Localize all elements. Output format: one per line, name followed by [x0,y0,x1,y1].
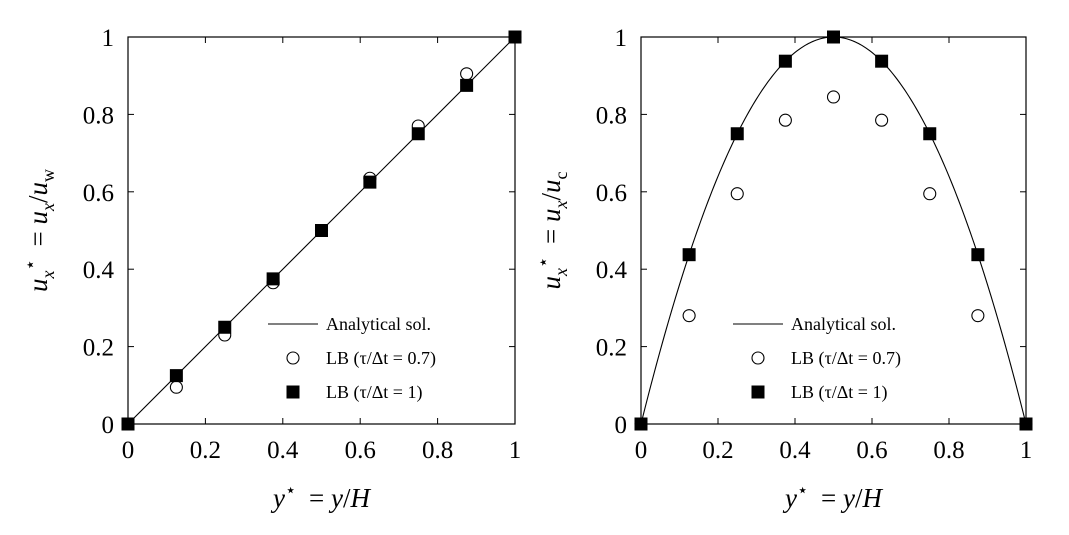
x-tick-label: 0.4 [267,437,299,464]
legend-label: LB (τ/Δt = 1) [791,382,887,403]
plot-panel-1: 0 0.2 0.4 0.6 0.8 1 0 0.2 0.4 0.6 0.8 1 y⋆ = y/H ux⋆ … [20,25,522,513]
x-tick-label: 0 [122,437,135,464]
y-tick-label: 0 [615,412,628,439]
lb-tau07-point [971,309,985,323]
lb-tau1-point [875,54,889,68]
lb-tau07-point [826,90,841,104]
x-tick-label: 0.4 [779,437,811,464]
plot-panel-2: 0 0.2 0.4 0.6 0.8 1 0 0.2 0.4 0.6 0.8 1 y⋆ = y/H ux⋆ … [533,25,1033,513]
lb-tau1-point [971,248,985,262]
x-tick-label: 0.8 [933,437,964,464]
x-tick-label: 1 [1020,437,1033,464]
legend-label: LB (τ/Δt = 0.7) [791,348,901,369]
x-tick-label: 0.6 [856,437,887,464]
series-filled-square [634,30,1033,431]
legend-square-swatch [286,385,300,399]
lb-tau07-point [923,187,937,201]
x-axis-label: y⋆ = y/H [782,480,884,513]
lb-tau07-point [875,113,889,127]
y-axis-label: ux⋆ = ux/uw [20,169,58,292]
y-tick-label: 1 [615,25,628,52]
lb-tau1-point [1019,417,1033,431]
legend-label: LB (τ/Δt = 0.7) [326,348,436,369]
lb-tau1-point [827,30,840,44]
lb-tau1-point [169,369,183,383]
lb-tau1-point [121,417,135,431]
lb-tau1-point [508,30,522,44]
lb-tau1-point [923,127,937,141]
y-tick-label: 0.8 [83,102,114,129]
x-tick-label: 1 [509,437,522,464]
lb-tau1-point [218,320,232,334]
x-axis-label: y⋆ = y/H [270,480,372,513]
x-tick-label: 0 [635,437,648,464]
y-tick-label: 0 [102,412,115,439]
lb-tau07-point [169,380,183,394]
legend-label: Analytical sol. [791,314,896,334]
y-tick-label: 1 [102,25,115,52]
legend-circle-swatch [286,351,300,365]
x-tick-label: 0.2 [702,437,733,464]
y-tick-label: 0.2 [596,335,627,362]
plot-frame [127,36,516,425]
lb-tau1-point [682,248,696,262]
x-tick-label: 0.6 [345,437,376,464]
lb-tau07-point [460,67,474,81]
y-axis-label: ux⋆ = ux/uc [533,171,571,289]
lb-tau07-point [682,309,696,323]
legend: Analytical sol. LB (τ/Δt = 0.7) LB (τ/Δt =… [268,314,436,403]
y-tick-label: 0.6 [596,180,627,207]
y-tick-label: 0.2 [83,335,114,362]
lb-tau1-point [460,78,474,92]
lb-tau1-point [730,127,744,141]
lb-tau1-point [411,127,425,141]
y-tick-label: 0.4 [83,257,115,284]
legend: Analytical sol. LB (τ/Δt = 0.7) LB (τ/Δt =… [733,314,901,403]
lb-tau1-point [778,54,792,68]
lb-tau07-point [730,187,744,201]
series-filled-square [121,30,522,431]
legend-circle-swatch [751,351,765,365]
lb-tau1-point [315,224,328,237]
x-tick-label: 0.8 [422,437,453,464]
y-tick-label: 0.8 [596,102,627,129]
lb-tau1-point [363,175,377,189]
legend-label: LB (τ/Δt = 1) [326,382,422,403]
x-tick-label: 0.2 [190,437,221,464]
y-tick-label: 0.6 [83,180,114,207]
lb-tau1-point [266,272,280,286]
legend-label: Analytical sol. [326,314,431,334]
y-tick-label: 0.4 [596,257,628,284]
lb-tau07-point [778,113,792,127]
lb-tau1-point [634,417,648,431]
legend-square-swatch [751,385,765,399]
